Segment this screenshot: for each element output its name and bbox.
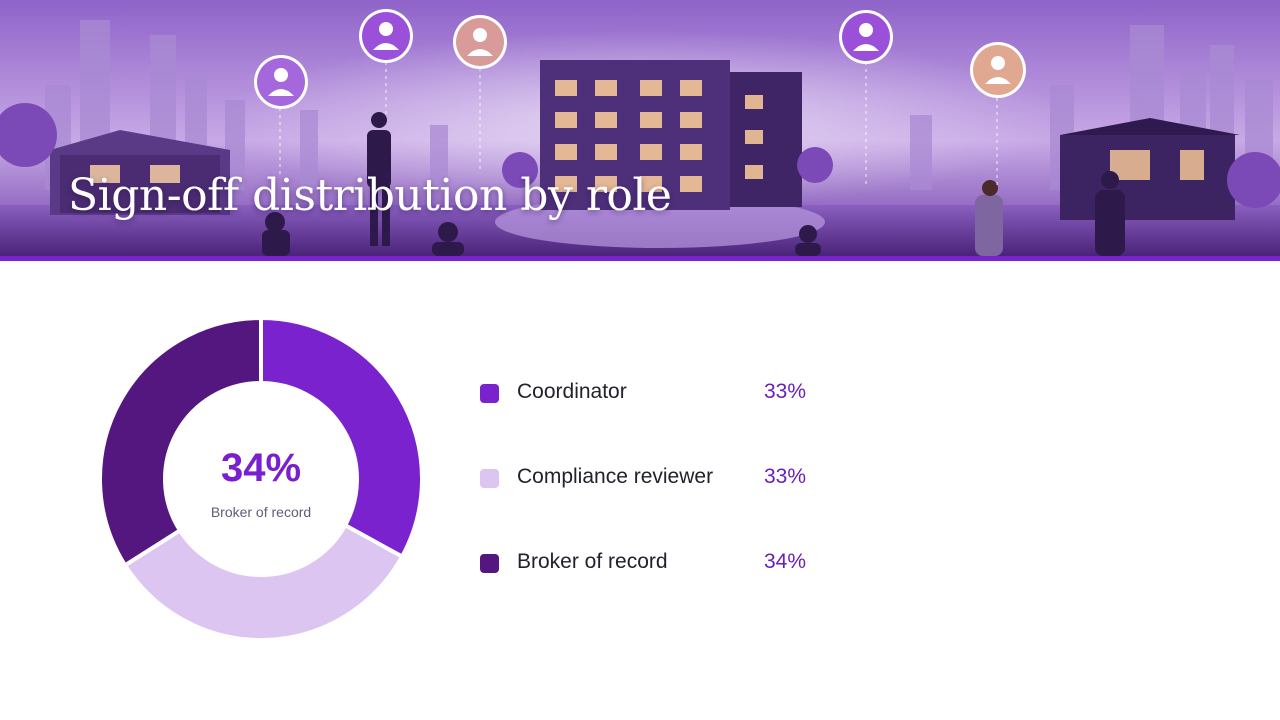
legend-swatch-coordinator xyxy=(480,384,499,403)
legend-item-compliance-reviewer: Compliance reviewer 33% xyxy=(480,457,900,542)
header-banner: Sign-off distribution by role xyxy=(0,0,1280,256)
legend-label: Coordinator xyxy=(517,380,627,403)
user-avatar-icon xyxy=(359,9,413,63)
chart-legend: Coordinator 33% Compliance reviewer 33% … xyxy=(480,372,900,627)
legend-label: Broker of record xyxy=(517,550,668,573)
legend-value: 34% xyxy=(764,550,807,573)
user-avatar-icon xyxy=(839,10,893,64)
slice-compliance-reviewer xyxy=(122,522,405,642)
slice-broker-of-record xyxy=(98,315,263,569)
banner-divider xyxy=(0,256,1280,261)
city-illustration xyxy=(0,0,1280,256)
legend-item-broker-of-record: Broker of record 34% xyxy=(480,542,900,627)
legend-item-coordinator: Coordinator 33% xyxy=(480,372,900,457)
legend-swatch-broker-of-record xyxy=(480,554,499,573)
legend-value: 33% xyxy=(764,380,807,403)
slice-coordinator xyxy=(259,315,424,560)
user-avatar-icon xyxy=(970,42,1026,98)
donut-chart xyxy=(98,315,424,642)
avatar-badges xyxy=(254,9,1026,109)
donut-chart-svg xyxy=(98,315,424,642)
user-avatar-icon xyxy=(254,55,308,109)
legend-value: 33% xyxy=(764,465,807,488)
legend-label: Compliance reviewer xyxy=(517,465,714,488)
legend-swatch-compliance-reviewer xyxy=(480,469,499,488)
page-title: Sign-off distribution by role xyxy=(68,170,672,221)
user-avatar-icon xyxy=(453,15,507,69)
